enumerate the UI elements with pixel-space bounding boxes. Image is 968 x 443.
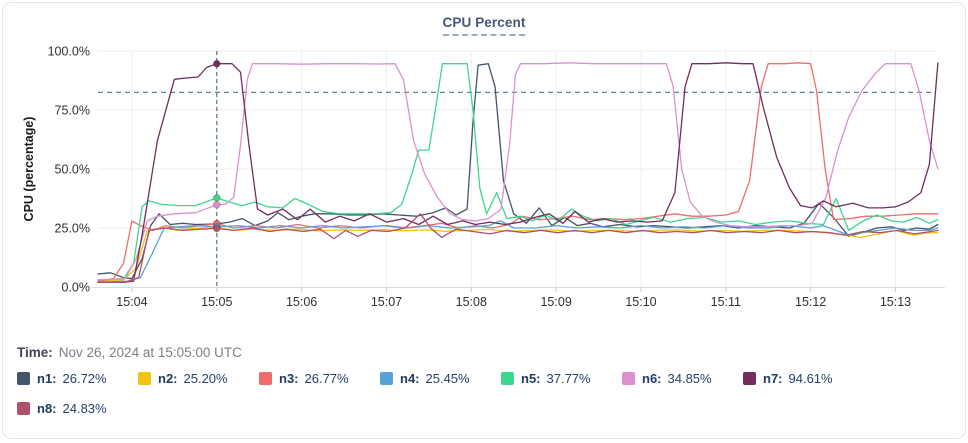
- chart-title-wrap: CPU Percent: [3, 14, 965, 36]
- legend-value: 24.83%: [62, 401, 107, 416]
- chart-title[interactable]: CPU Percent: [442, 15, 526, 36]
- series-line-n4: [97, 220, 939, 283]
- legend-label: n1:: [37, 371, 57, 386]
- x-tick-label: 15:12: [795, 295, 826, 309]
- legend-item-n8[interactable]: n8: 24.83%: [17, 401, 138, 416]
- legend-swatch-n4: [380, 372, 393, 385]
- legend-swatch-n8: [17, 402, 30, 415]
- legend-value: 25.20%: [183, 371, 228, 386]
- legend-value: 37.77%: [546, 371, 591, 386]
- x-tick-label: 15:11: [711, 295, 741, 309]
- y-tick-label: 100.0%: [48, 45, 90, 59]
- legend-label: n5:: [521, 371, 541, 386]
- x-tick-label: 15:07: [371, 295, 402, 309]
- legend-item-n1[interactable]: n1: 26.72%: [17, 371, 138, 386]
- legend-item-n6[interactable]: n6: 34.85%: [622, 371, 743, 386]
- crosshair-marker-n6: [212, 200, 221, 209]
- series-line-n8: [97, 213, 939, 283]
- legend-swatch-n7: [743, 372, 756, 385]
- legend-label: n2:: [158, 371, 178, 386]
- series-line-n3: [97, 62, 939, 282]
- x-tick-label: 15:08: [456, 295, 487, 309]
- x-tick-label: 15:13: [880, 295, 911, 309]
- time-label: Time:: [17, 345, 53, 360]
- series-line-n7: [97, 62, 939, 283]
- x-tick-label: 15:06: [286, 295, 317, 309]
- cpu-percent-chart[interactable]: 0.0% 25.0% 50.0% 75.0% 100.0% 15:04 15:05 15:06…: [3, 3, 966, 333]
- crosshair-marker-n5: [212, 194, 221, 202]
- legend-value: 26.72%: [62, 371, 107, 386]
- legend-swatch-n3: [259, 372, 272, 385]
- crosshair-marker-n7: [212, 59, 221, 68]
- legend-swatch-n2: [138, 372, 151, 385]
- x-tick-label: 15:04: [116, 295, 147, 309]
- legend-value: 34.85%: [667, 371, 712, 386]
- y-tick-label: 50.0%: [55, 163, 90, 177]
- y-tick-label: 0.0%: [62, 281, 91, 295]
- legend-swatch-n1: [17, 372, 30, 385]
- crosshair-marker-n8: [212, 224, 221, 233]
- series-line-n2: [97, 226, 939, 282]
- legend-label: n7:: [763, 371, 783, 386]
- series-line-n6: [97, 62, 939, 281]
- chart-legend: n1: 26.72% n2: 25.20% n3: 26.77% n4: 25.45% n5: 3…: [17, 371, 953, 431]
- legend-item-n7[interactable]: n7: 94.61%: [743, 371, 864, 386]
- legend-swatch-n6: [622, 372, 635, 385]
- x-tick-label: 15:05: [201, 295, 232, 309]
- time-value: Nov 26, 2024 at 15:05:00 UTC: [58, 345, 242, 360]
- series-line-n5: [97, 63, 939, 281]
- legend-item-n3[interactable]: n3: 26.77%: [259, 371, 380, 386]
- y-axis-title: CPU (percentage): [22, 117, 36, 222]
- y-tick-label: 25.0%: [55, 222, 90, 236]
- legend-item-n2[interactable]: n2: 25.20%: [138, 371, 259, 386]
- series-line-n1: [97, 63, 939, 280]
- legend-swatch-n5: [501, 372, 514, 385]
- legend-label: n8:: [37, 401, 57, 416]
- legend-item-n4[interactable]: n4: 25.45%: [380, 371, 501, 386]
- legend-value: 25.45%: [425, 371, 470, 386]
- y-tick-label: 75.0%: [55, 104, 90, 118]
- legend-label: n4:: [400, 371, 420, 386]
- legend-label: n3:: [279, 371, 299, 386]
- crosshair-time-readout: Time: Nov 26, 2024 at 15:05:00 UTC: [17, 345, 242, 360]
- legend-label: n6:: [642, 371, 662, 386]
- legend-item-n5[interactable]: n5: 37.77%: [501, 371, 622, 386]
- legend-value: 94.61%: [788, 371, 833, 386]
- legend-value: 26.77%: [304, 371, 349, 386]
- x-tick-label: 15:10: [625, 295, 656, 309]
- x-tick-label: 15:09: [540, 295, 571, 309]
